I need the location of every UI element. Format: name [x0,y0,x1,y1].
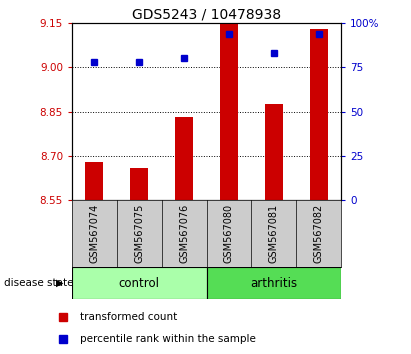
Text: arthritis: arthritis [250,277,298,290]
Bar [85,162,103,200]
Text: transformed count: transformed count [81,312,178,322]
Text: GSM567074: GSM567074 [89,204,99,263]
Text: control: control [119,277,160,290]
Bar [130,167,148,200]
Bar [206,267,341,299]
Text: ▶: ▶ [55,278,63,288]
Text: GSM567080: GSM567080 [224,204,234,263]
Text: GSM567081: GSM567081 [269,204,279,263]
Bar [310,29,328,200]
Text: GSM567082: GSM567082 [314,204,324,263]
Text: GSM567076: GSM567076 [179,204,189,263]
Bar [175,118,193,200]
Text: GSM567075: GSM567075 [134,204,144,263]
Text: disease state: disease state [4,278,74,288]
Title: GDS5243 / 10478938: GDS5243 / 10478938 [132,8,281,22]
Bar [265,104,283,200]
Text: percentile rank within the sample: percentile rank within the sample [81,334,256,344]
Bar [72,267,206,299]
Bar [220,23,238,200]
